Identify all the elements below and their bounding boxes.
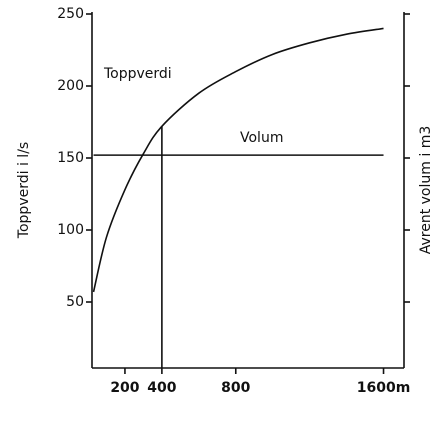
y-axis-label: Toppverdi i l/s [16, 142, 32, 239]
y-tick-label: 50 [66, 294, 84, 310]
y-tick-label: 100 [57, 222, 84, 238]
x-tick-label: 1600m [357, 380, 411, 396]
y-tick-label: 200 [57, 78, 84, 94]
y-tick-label: 250 [57, 6, 84, 22]
x-tick-label: 400 [147, 380, 176, 396]
series-line [92, 27, 384, 293]
y2-axis-label: Avrent volum i m3 [418, 126, 434, 255]
x-tick-label: 200 [110, 380, 139, 396]
series-annotation: Toppverdi [103, 66, 172, 82]
y-tick-label: 150 [57, 150, 84, 166]
x-tick-label: 800 [221, 380, 250, 396]
series-annotation: Volum [240, 130, 283, 146]
